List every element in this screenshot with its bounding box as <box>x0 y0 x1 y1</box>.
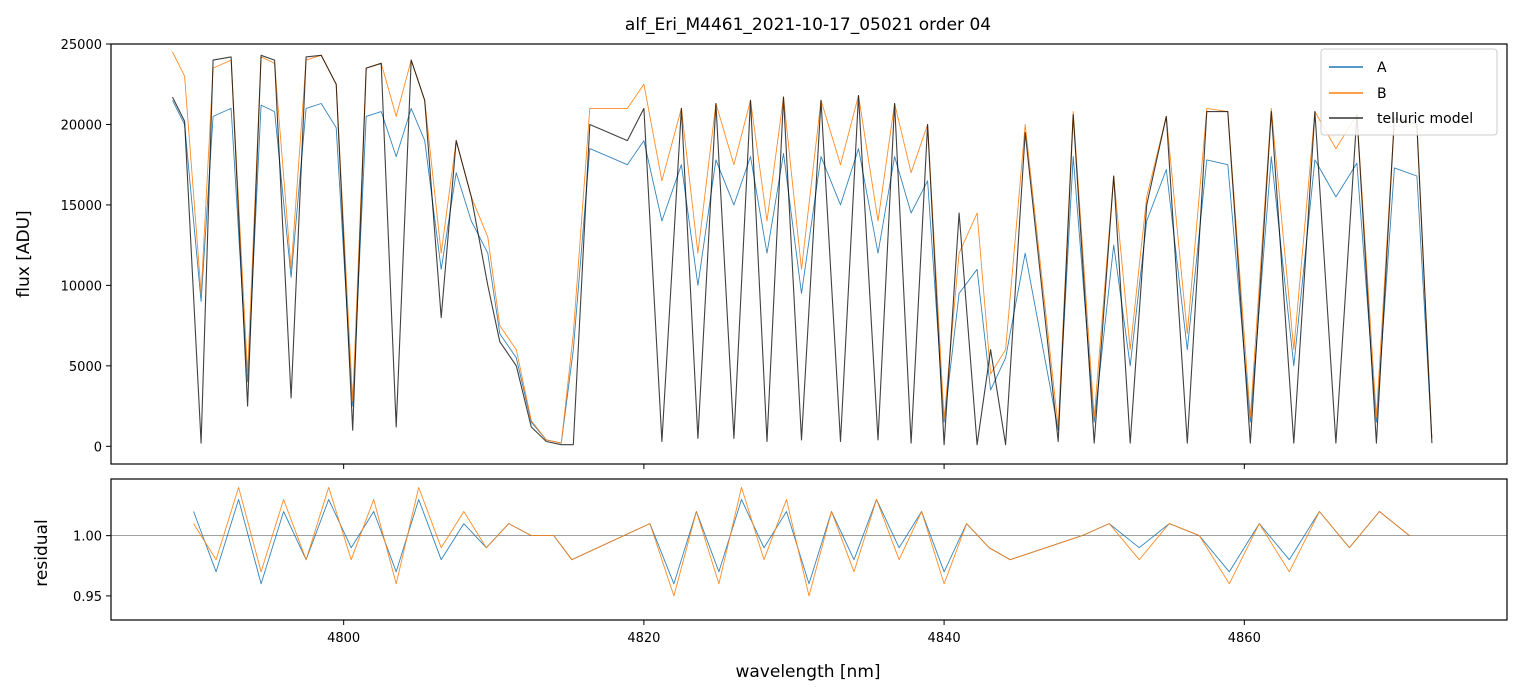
flux-axes-frame <box>110 43 1508 465</box>
flux-series <box>172 51 1433 446</box>
wavelength-axis-label: wavelength [nm] <box>735 662 880 682</box>
residual-panel: residual 0.95 1.00 4800 4820 4840 4860 wavele… <box>32 478 1508 682</box>
legend-box <box>1320 48 1498 136</box>
legend-label-telluric-model: telluric model <box>1377 111 1473 127</box>
flux-tick-label: 5000 <box>69 360 102 375</box>
flux-line-telluric-model <box>172 54 1433 446</box>
legend: A B telluric model <box>1320 48 1498 136</box>
flux-axis-ticks: 0 5000 10000 15000 20000 25000 <box>61 38 1245 469</box>
legend-label-b: B <box>1377 86 1387 102</box>
wavelength-tick-label: 4840 <box>928 631 961 646</box>
flux-tick-label: 25000 <box>61 38 102 53</box>
legend-label-a: A <box>1377 60 1387 76</box>
residual-line-b <box>193 486 1410 597</box>
flux-panel: alf_Eri_M4461_2021-10-17_05021 order 04 … <box>14 15 1508 469</box>
residual-axis-label: residual <box>32 519 52 586</box>
flux-tick-label: 20000 <box>61 118 102 133</box>
wavelength-tick-label: 4860 <box>1228 631 1261 646</box>
flux-axis-label: flux [ADU] <box>14 210 34 297</box>
wavelength-tick-label: 4800 <box>327 631 360 646</box>
residual-axis-ticks: 0.95 1.00 4800 4820 4840 4860 <box>73 530 1261 646</box>
residual-axes-frame <box>110 478 1508 621</box>
chart-title: alf_Eri_M4461_2021-10-17_05021 order 04 <box>625 15 991 35</box>
residual-tick-label: 0.95 <box>73 590 102 605</box>
residual-tick-label: 1.00 <box>73 530 102 545</box>
flux-tick-label: 10000 <box>61 279 102 294</box>
wavelength-tick-label: 4820 <box>627 631 660 646</box>
flux-tick-label: 0 <box>94 440 102 455</box>
residual-series <box>111 486 1507 597</box>
flux-tick-label: 15000 <box>61 199 102 214</box>
flux-line-a <box>172 100 1433 444</box>
